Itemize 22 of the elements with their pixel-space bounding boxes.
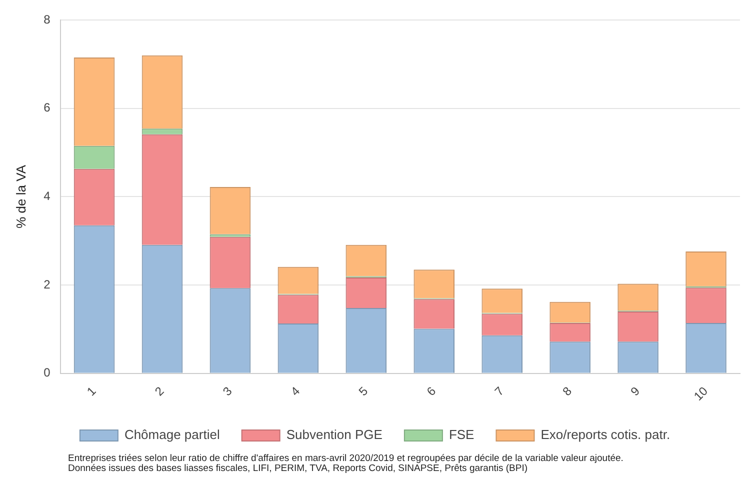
x-tick-label: 5 bbox=[356, 384, 371, 399]
legend-label: Chômage partiel bbox=[124, 427, 220, 442]
y-tick-label: 8 bbox=[44, 12, 51, 26]
x-tick-label: 9 bbox=[628, 384, 643, 399]
legend-label: FSE bbox=[448, 427, 475, 442]
x-tick-label: 1 bbox=[84, 384, 99, 399]
x-tick-label: 6 bbox=[424, 384, 439, 399]
legend-label: Subvention PGE bbox=[286, 427, 383, 442]
y-axis-title: % de la VA bbox=[13, 164, 28, 228]
x-tick-label: 10 bbox=[691, 384, 711, 404]
x-tick-label: 2 bbox=[152, 384, 167, 399]
y-tick-label: 0 bbox=[44, 366, 51, 380]
y-tick-label: 4 bbox=[44, 189, 51, 203]
x-tick-label: 4 bbox=[288, 384, 303, 399]
x-tick-label: 3 bbox=[220, 384, 235, 399]
y-tick-label: 6 bbox=[44, 100, 51, 115]
text: Données issues des bases liasses fiscales, LIFI, PERIM, TVA, Reports Covid, SINAPSE, Prêts garantis (BPI) bbox=[68, 463, 529, 474]
text: Entreprises triées selon leur ratio de chiffre d'affaires en mars-avril 2020/2019 et regroupées par décile de la variable valeur ajoutée. bbox=[68, 453, 624, 464]
y-tick-label: 2 bbox=[44, 277, 51, 292]
x-tick-label: 8 bbox=[560, 384, 575, 399]
x-tick-label: 7 bbox=[492, 384, 507, 399]
legend-label: Exo/reports cotis. patr. bbox=[540, 427, 670, 442]
